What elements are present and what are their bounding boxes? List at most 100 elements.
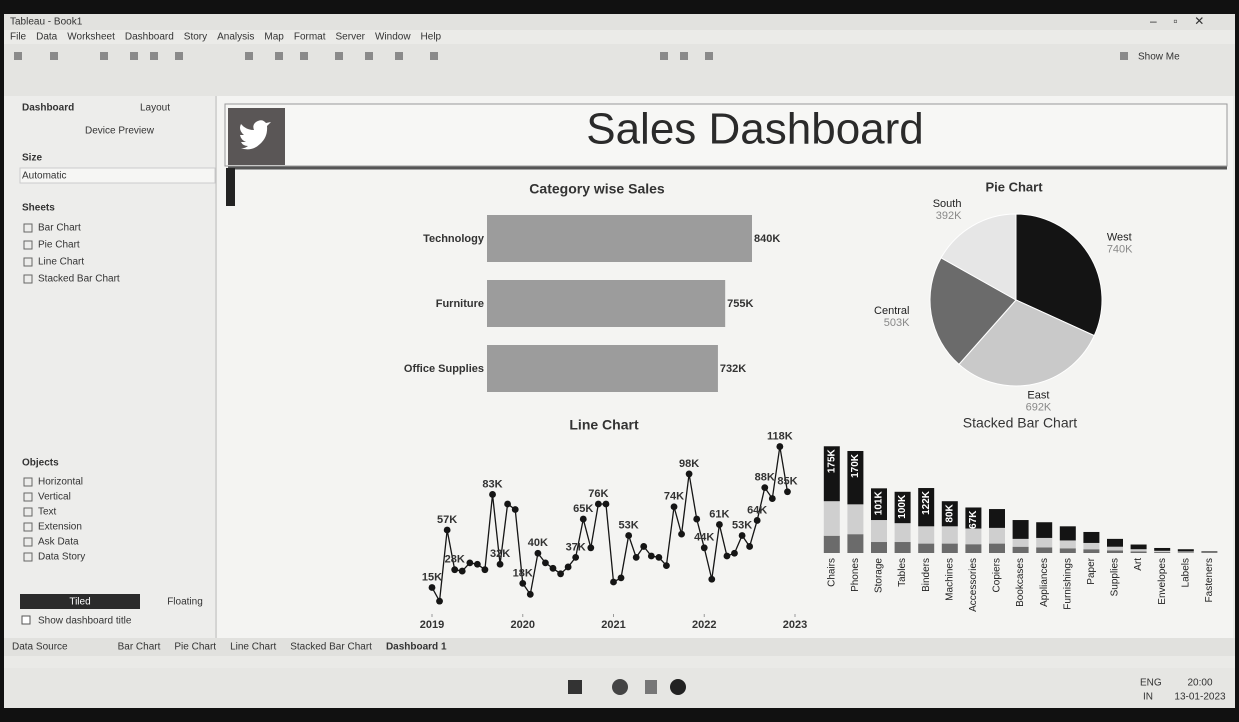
bar-segment: [989, 544, 1005, 553]
category-label: Supplies: [1110, 558, 1121, 596]
layout-mode[interactable]: Floating: [167, 597, 203, 608]
sidebar-tab[interactable]: Layout: [140, 103, 170, 114]
bar-segment: [1060, 526, 1076, 540]
menu-item[interactable]: Worksheet: [67, 32, 115, 43]
category-label: Office Supplies: [404, 363, 484, 375]
slice-value: 740K: [1107, 244, 1133, 256]
point: [731, 550, 738, 557]
sheet-tab[interactable]: Bar Chart: [118, 642, 161, 653]
sheet-item[interactable]: Bar Chart: [38, 223, 81, 234]
menu-item[interactable]: File: [10, 32, 27, 43]
category-label: Labels: [1180, 558, 1191, 587]
clock-date[interactable]: 13-01-2023: [1174, 692, 1226, 703]
clock-time[interactable]: 20:00: [1187, 678, 1212, 689]
point: [739, 532, 746, 539]
menu-item[interactable]: Story: [184, 32, 207, 43]
dashboard-title: Sales Dashboard: [586, 105, 924, 154]
window-controls[interactable]: – ▫ ✕: [1150, 14, 1204, 28]
sheet-tab[interactable]: Stacked Bar Chart: [290, 642, 372, 653]
object-item[interactable]: Horizontal: [38, 477, 83, 488]
object-item[interactable]: Data Story: [38, 552, 85, 563]
point: [693, 516, 700, 523]
slice-label: Central: [874, 305, 909, 317]
bar-segment: [1178, 552, 1194, 553]
show-title[interactable]: Show dashboard title: [38, 616, 132, 627]
container-handle[interactable]: [226, 168, 235, 206]
sheet-tab[interactable]: Dashboard 1: [386, 642, 447, 653]
size-label: Size: [22, 153, 42, 164]
menu-item[interactable]: Server: [336, 32, 366, 43]
category-label: Tables: [897, 558, 908, 587]
point: [724, 553, 731, 560]
chart-title: Line Chart: [569, 417, 639, 433]
point: [746, 543, 753, 550]
data-label: 37K: [566, 541, 586, 553]
object-item[interactable]: Ask Data: [38, 537, 79, 548]
sheet-item[interactable]: Stacked Bar Chart: [38, 274, 120, 285]
point: [655, 554, 662, 561]
size-value[interactable]: Automatic: [22, 171, 66, 182]
point: [761, 484, 768, 491]
data-label: 170K: [850, 453, 861, 478]
bar-segment: [1154, 548, 1170, 551]
x-tick-label: 2020: [511, 619, 535, 631]
point: [482, 566, 489, 573]
point: [769, 495, 776, 502]
point: [587, 544, 594, 551]
point: [572, 554, 579, 561]
point: [603, 501, 610, 508]
category-label: Chairs: [826, 558, 837, 587]
data-label: 40K: [528, 537, 548, 549]
point: [671, 503, 678, 510]
object-item[interactable]: Text: [38, 507, 57, 518]
x-tick-label: 2021: [601, 619, 625, 631]
bar-segment: [1107, 539, 1123, 547]
point: [444, 527, 451, 534]
bar-segment: [871, 542, 887, 553]
point: [776, 443, 783, 450]
menu-item[interactable]: Dashboard: [125, 32, 174, 43]
checkbox[interactable]: [22, 616, 30, 624]
sheet-tab[interactable]: Line Chart: [230, 642, 276, 653]
menu-item[interactable]: Help: [421, 32, 442, 43]
data-label: 840K: [754, 233, 780, 245]
menu-item[interactable]: Window: [375, 32, 411, 43]
category-label: Machines: [944, 558, 955, 601]
sheet-item[interactable]: Line Chart: [38, 257, 84, 268]
title-bar: [4, 14, 1235, 30]
bar-segment: [895, 542, 911, 553]
region[interactable]: IN: [1143, 692, 1153, 703]
point: [610, 579, 617, 586]
layout-mode[interactable]: Tiled: [69, 597, 90, 608]
chart-title: Pie Chart: [985, 179, 1043, 194]
x-tick-label: 2023: [783, 619, 807, 631]
show-me[interactable]: Show Me: [1138, 52, 1180, 63]
point: [633, 554, 640, 561]
bar-segment: [871, 520, 887, 542]
menu-item[interactable]: Data: [36, 32, 58, 43]
menu-item[interactable]: Map: [264, 32, 284, 43]
point: [512, 506, 519, 513]
menu-item[interactable]: Format: [294, 32, 326, 43]
sheet-tab[interactable]: Data Source: [12, 642, 68, 653]
sheet-item[interactable]: Pie Chart: [38, 240, 80, 251]
object-item[interactable]: Extension: [38, 522, 82, 533]
sheet-tab[interactable]: Pie Chart: [174, 642, 216, 653]
sidebar-tab[interactable]: Dashboard: [22, 103, 74, 114]
bar-segment: [918, 526, 934, 543]
status-bar: [4, 656, 1235, 668]
object-item[interactable]: Vertical: [38, 492, 71, 503]
bar-segment: [989, 509, 1005, 528]
data-label: 57K: [437, 514, 457, 526]
data-label: 28K: [445, 554, 465, 566]
point: [436, 598, 443, 605]
point: [542, 559, 549, 566]
bar-segment: [1178, 551, 1194, 552]
point: [580, 516, 587, 523]
device-preview[interactable]: Device Preview: [85, 126, 155, 137]
point: [466, 559, 473, 566]
menu-item[interactable]: Analysis: [217, 32, 254, 43]
language[interactable]: ENG: [1140, 678, 1162, 689]
slice-value: 692K: [1026, 402, 1052, 414]
category-label: Envelopes: [1157, 558, 1168, 605]
